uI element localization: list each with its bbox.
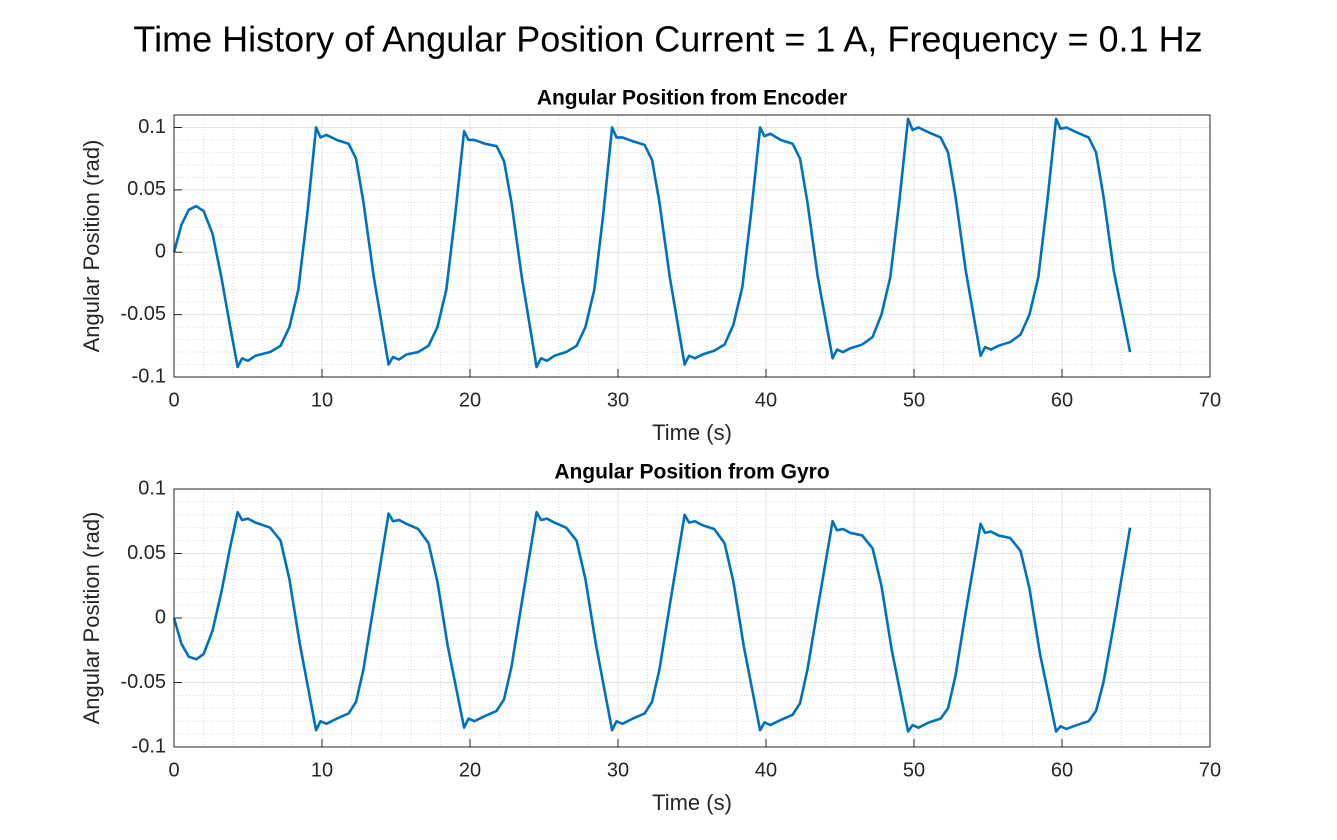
x-tick-label: 10 xyxy=(311,389,333,411)
data-line xyxy=(172,117,1132,369)
figure-title: Time History of Angular Position Current… xyxy=(133,19,1202,60)
x-tick-label: 40 xyxy=(755,759,777,781)
x-tick-label: 40 xyxy=(755,389,777,411)
y-axis-label: Angular Position (rad) xyxy=(79,512,104,725)
x-tick-label: 20 xyxy=(459,389,481,411)
plot-area xyxy=(174,115,1210,377)
x-tick-label: 70 xyxy=(1199,389,1221,411)
x-tick-label: 70 xyxy=(1199,759,1221,781)
x-tick-label: 0 xyxy=(168,389,179,411)
y-tick-label: -0.1 xyxy=(132,735,166,757)
x-tick-label: 50 xyxy=(903,389,925,411)
x-tick-label: 20 xyxy=(459,759,481,781)
x-axis-label: Time (s) xyxy=(652,420,732,445)
x-axis-label: Time (s) xyxy=(652,790,732,815)
axes-box xyxy=(173,488,1211,748)
subplot-title: Angular Position from Encoder xyxy=(537,87,847,110)
axes-box xyxy=(173,114,1211,378)
x-tick-label: 10 xyxy=(311,759,333,781)
y-tick-label: 0.05 xyxy=(127,178,166,200)
x-tick-label: 30 xyxy=(607,389,629,411)
x-tick-label: 60 xyxy=(1051,389,1073,411)
y-tick-label: -0.05 xyxy=(120,671,166,693)
y-tick-label: -0.05 xyxy=(120,303,166,325)
x-tick-label: 30 xyxy=(607,759,629,781)
y-tick-label: 0 xyxy=(155,606,166,628)
y-tick-label: 0 xyxy=(155,241,166,263)
y-tick-label: 0.1 xyxy=(138,477,166,499)
y-tick-label: 0.05 xyxy=(127,542,166,564)
data-line xyxy=(172,510,1132,733)
x-tick-label: 0 xyxy=(168,759,179,781)
x-tick-label: 60 xyxy=(1051,759,1073,781)
y-axis-label: Angular Position (rad) xyxy=(79,140,104,353)
subplot-title: Angular Position from Gyro xyxy=(554,461,829,484)
y-tick-label: 0.1 xyxy=(138,116,166,138)
y-tick-label: -0.1 xyxy=(132,365,166,387)
x-tick-label: 50 xyxy=(903,759,925,781)
